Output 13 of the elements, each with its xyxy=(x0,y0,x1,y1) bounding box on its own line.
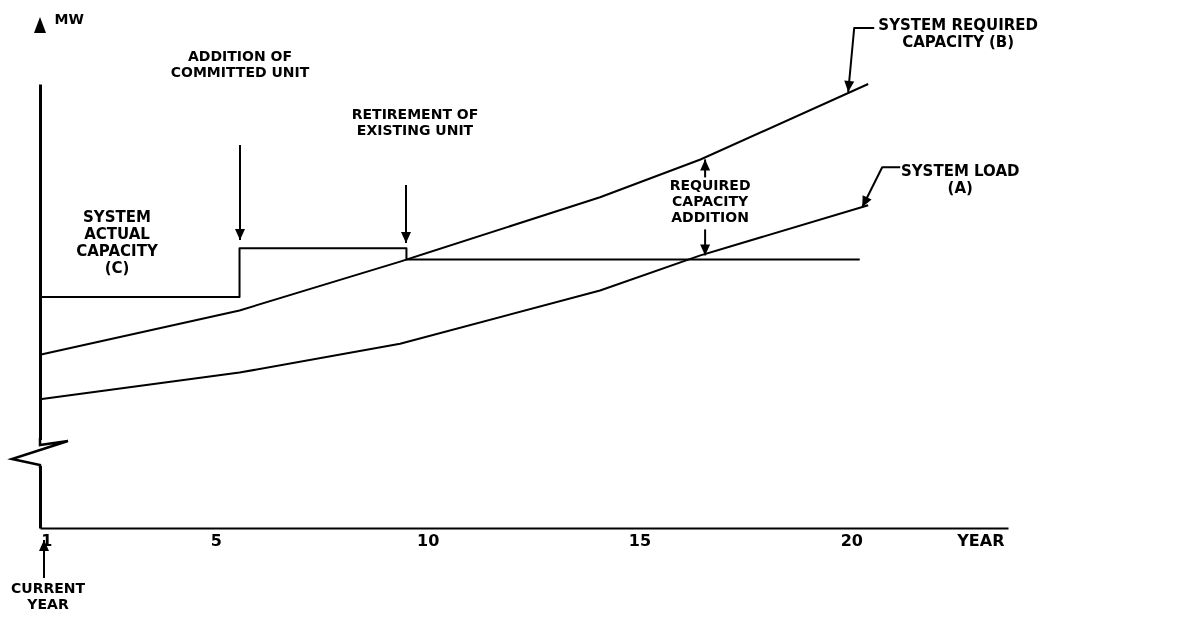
y-axis-title: MW xyxy=(54,10,84,27)
annotation: REQUIRED CAPACITY ADDITION xyxy=(669,177,751,226)
text: SYSTEM REQUIRED CAPACITY (B) xyxy=(878,16,1039,51)
text: CURRENT YEAR xyxy=(10,580,86,612)
x-tick-label: 5 xyxy=(210,530,222,550)
series-label: SYSTEM ACTUAL CAPACITY (C) xyxy=(76,208,159,278)
text: SYSTEM LOAD (A) xyxy=(900,162,1020,198)
text: ADDITION OF COMMITTED UNIT xyxy=(170,48,310,80)
x-tick-label: 15 xyxy=(628,530,652,550)
annotation: RETIREMENT OF EXISTING UNIT xyxy=(351,106,479,138)
x-axis-title: YEAR xyxy=(956,530,1005,550)
x-tick-label: 10 xyxy=(416,530,440,550)
x-tick-label: 20 xyxy=(840,530,863,550)
